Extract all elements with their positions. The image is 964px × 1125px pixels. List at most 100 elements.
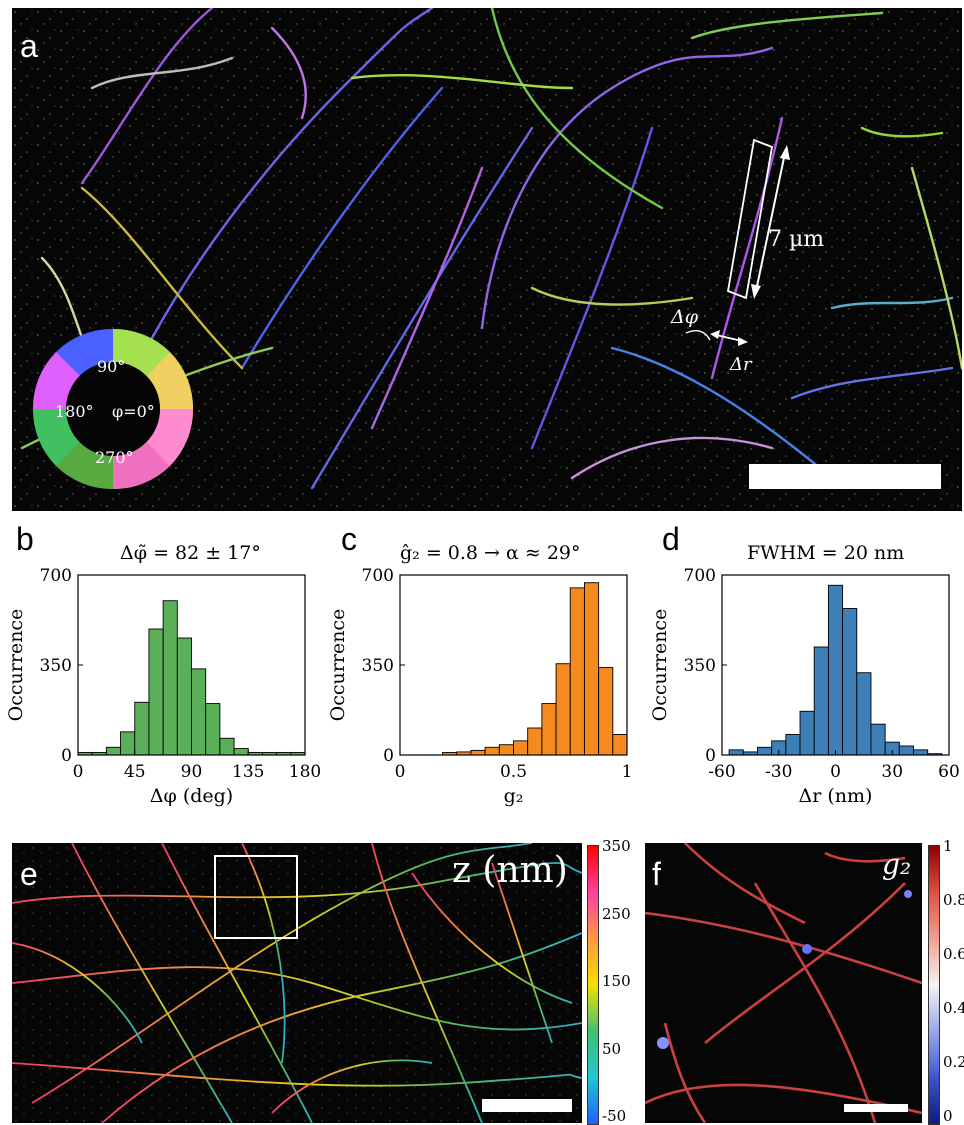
hist-bar [120, 731, 136, 756]
colorbar-tick-label: 0.2 [943, 1053, 964, 1071]
x-tick-label: -30 [765, 762, 792, 782]
hist-bar [527, 727, 543, 756]
hist-bar [757, 746, 773, 756]
wheel-label-left: 180° [55, 402, 94, 421]
scale-bar-a [749, 464, 941, 489]
wheel-label-bottom: 270° [95, 448, 134, 467]
panel-f-image [645, 843, 922, 1123]
y-tick-label: 350 [684, 656, 716, 676]
panel-a-image [12, 8, 962, 511]
hist-bar [785, 733, 801, 756]
y-tick-label: 0 [61, 746, 72, 766]
hist-bar [134, 701, 150, 756]
hist-bar [842, 607, 858, 756]
colorbar-g2 [928, 845, 940, 1125]
hist-bar [205, 703, 221, 756]
phase-color-wheel [32, 328, 194, 490]
measure-box [685, 138, 790, 346]
x-axis-label: Δφ (deg) [150, 785, 233, 807]
hist-bar [555, 663, 571, 756]
hist-bar [728, 749, 744, 756]
colorbar-tick-label: 1 [943, 837, 953, 855]
histogram-c: 0 0.5 1 0 350 700 g₂ Occurrence [327, 566, 633, 807]
hist-bar [470, 749, 486, 756]
hist-bar [105, 746, 122, 756]
y-axis-label: Occurrence [649, 609, 671, 722]
x-axis-label: Δr (nm) [799, 785, 873, 807]
colorbar-z [587, 845, 599, 1125]
hist-bar [913, 749, 929, 756]
x-tick-label: 1 [622, 762, 633, 782]
panel-letter-c: c [341, 521, 357, 557]
x-tick-label: 180 [289, 762, 320, 782]
colorbar-tick-label: 0.6 [943, 945, 964, 963]
hist-bar [162, 600, 178, 756]
colorbar-tick-label: 250 [602, 904, 631, 923]
colorbar-tick-label: 150 [602, 972, 631, 990]
panel-e-image [12, 843, 582, 1123]
x-tick-label: 135 [232, 762, 264, 782]
hist-bar [583, 582, 600, 756]
y-tick-label: 350 [362, 656, 394, 676]
hist-bar [827, 584, 844, 756]
panel-letter-a: a [20, 28, 38, 64]
hist-bar [569, 587, 585, 756]
x-tick-label: 0.5 [500, 762, 527, 782]
panel-letter-f: f [652, 856, 661, 892]
hist-bar [870, 723, 886, 756]
x-axis-label: g₂ [504, 785, 524, 807]
panel-f-filaments [645, 843, 922, 1123]
x-tick-label: 0 [395, 762, 406, 782]
panel-letter-d: d [662, 521, 680, 557]
colorbar-tick-label: 50 [602, 1039, 622, 1058]
hist-bar [219, 737, 235, 756]
scale-bar-e [482, 1099, 572, 1112]
colorbar-tick-label: 0.8 [943, 891, 964, 909]
hist-bar [176, 637, 192, 756]
panel-letter-e: e [20, 856, 38, 892]
x-tick-label: -60 [708, 762, 735, 782]
z-label: z (nm) [452, 850, 568, 891]
colorbar-tick-label: 0 [943, 1107, 953, 1125]
x-tick-label: 30 [881, 762, 903, 782]
scale-bar-f [844, 1104, 908, 1112]
hist-bar [484, 746, 500, 756]
panel-letter-b: b [16, 521, 34, 557]
hist-bar [898, 745, 914, 756]
wheel-label-top: 90° [97, 357, 126, 376]
hist-bar [233, 748, 249, 756]
delta-phi-label: Δφ [671, 306, 699, 328]
hist-bar [541, 703, 557, 756]
y-tick-label: 700 [362, 566, 394, 586]
x-tick-label: 0 [830, 762, 841, 782]
x-tick-label: 60 [938, 762, 960, 782]
histogram-d: -60 -30 0 30 60 0 350 700 Δr (nm) Occurrence [649, 566, 960, 807]
x-tick-label: 0 [73, 762, 84, 782]
wheel-label-center: φ=0° [112, 402, 155, 421]
hist-bar [498, 744, 514, 756]
y-tick-label: 700 [40, 566, 72, 586]
colorbar-tick-label: 350 [602, 837, 631, 855]
hist-title-c: ĝ₂ = 0.8 → α ≈ 29° [400, 542, 581, 564]
colorbar-tick-label: 0.4 [943, 999, 964, 1017]
length-label: 7 µm [768, 227, 825, 252]
hist-title-b: Δφ̃ = 82 ± 17° [120, 542, 261, 564]
y-tick-label: 0 [383, 746, 394, 766]
colorbar-tick-label: -50 [602, 1107, 627, 1125]
delta-r-label: Δr [730, 354, 752, 375]
y-axis-label: Occurrence [5, 609, 27, 722]
panel-a-filaments [12, 8, 962, 511]
hist-bar [799, 710, 815, 756]
y-tick-label: 350 [40, 656, 72, 676]
y-tick-label: 700 [684, 566, 716, 586]
y-tick-label: 0 [705, 746, 716, 766]
hist-bar [191, 668, 207, 756]
g2-label: g₂ [882, 848, 912, 881]
zoom-region-box [214, 855, 298, 939]
hist-bar [513, 740, 529, 756]
hist-bar [148, 628, 164, 756]
hist-title-d: FWHM = 20 nm [747, 542, 905, 564]
hist-bar [612, 733, 628, 756]
panel-e-filaments [12, 843, 582, 1123]
y-axis-label: Occurrence [327, 609, 349, 722]
